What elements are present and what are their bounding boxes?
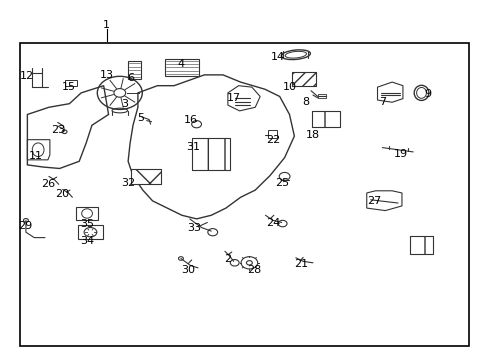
Text: 33: 33 [187, 222, 201, 233]
Bar [20, 43, 468, 346]
Text: 17: 17 [226, 93, 240, 103]
Text: 31: 31 [186, 142, 200, 152]
Bar [267, 130, 276, 138]
Text: 9: 9 [424, 89, 430, 99]
Bar [192, 138, 230, 170]
Text: 30: 30 [181, 265, 195, 275]
Text: 2: 2 [224, 254, 230, 264]
Text: 7: 7 [378, 96, 385, 107]
Text: 20: 20 [56, 189, 69, 199]
Bar [311, 111, 340, 127]
Bar [292, 72, 315, 86]
Bar [76, 207, 98, 220]
Bar [165, 59, 198, 76]
Bar [65, 80, 77, 86]
Text: 12: 12 [20, 71, 34, 81]
Text: 3: 3 [121, 99, 128, 109]
Bar [131, 169, 161, 184]
Bar [409, 236, 432, 254]
Text: 35: 35 [80, 219, 94, 229]
Text: 11: 11 [29, 150, 42, 161]
Text: 6: 6 [127, 73, 134, 84]
Bar [78, 225, 102, 239]
Text: 27: 27 [366, 196, 381, 206]
Bar [128, 61, 141, 79]
Text: 34: 34 [80, 236, 94, 246]
Text: 28: 28 [246, 265, 261, 275]
Text: 18: 18 [305, 130, 319, 140]
Text: 15: 15 [61, 82, 75, 92]
Text: 5: 5 [137, 113, 144, 123]
Text: 21: 21 [293, 258, 307, 269]
Bar [311, 111, 340, 127]
Text: 16: 16 [183, 114, 197, 125]
Text: 23: 23 [51, 125, 64, 135]
Text: 4: 4 [177, 59, 184, 69]
Bar [131, 169, 161, 184]
Text: 14: 14 [270, 52, 284, 62]
Text: 24: 24 [265, 218, 280, 228]
Bar [317, 94, 325, 98]
Bar [409, 236, 432, 254]
Text: 22: 22 [265, 135, 280, 145]
Text: 8: 8 [302, 96, 308, 107]
Text: 25: 25 [275, 178, 289, 188]
Text: 13: 13 [100, 70, 113, 80]
Text: 19: 19 [393, 149, 407, 159]
Text: 26: 26 [41, 179, 55, 189]
Text: 10: 10 [282, 82, 296, 92]
Text: 29: 29 [18, 221, 33, 231]
Bar [292, 72, 315, 86]
Text: 1: 1 [103, 20, 110, 30]
Bar [192, 138, 230, 170]
Text: 32: 32 [121, 178, 135, 188]
